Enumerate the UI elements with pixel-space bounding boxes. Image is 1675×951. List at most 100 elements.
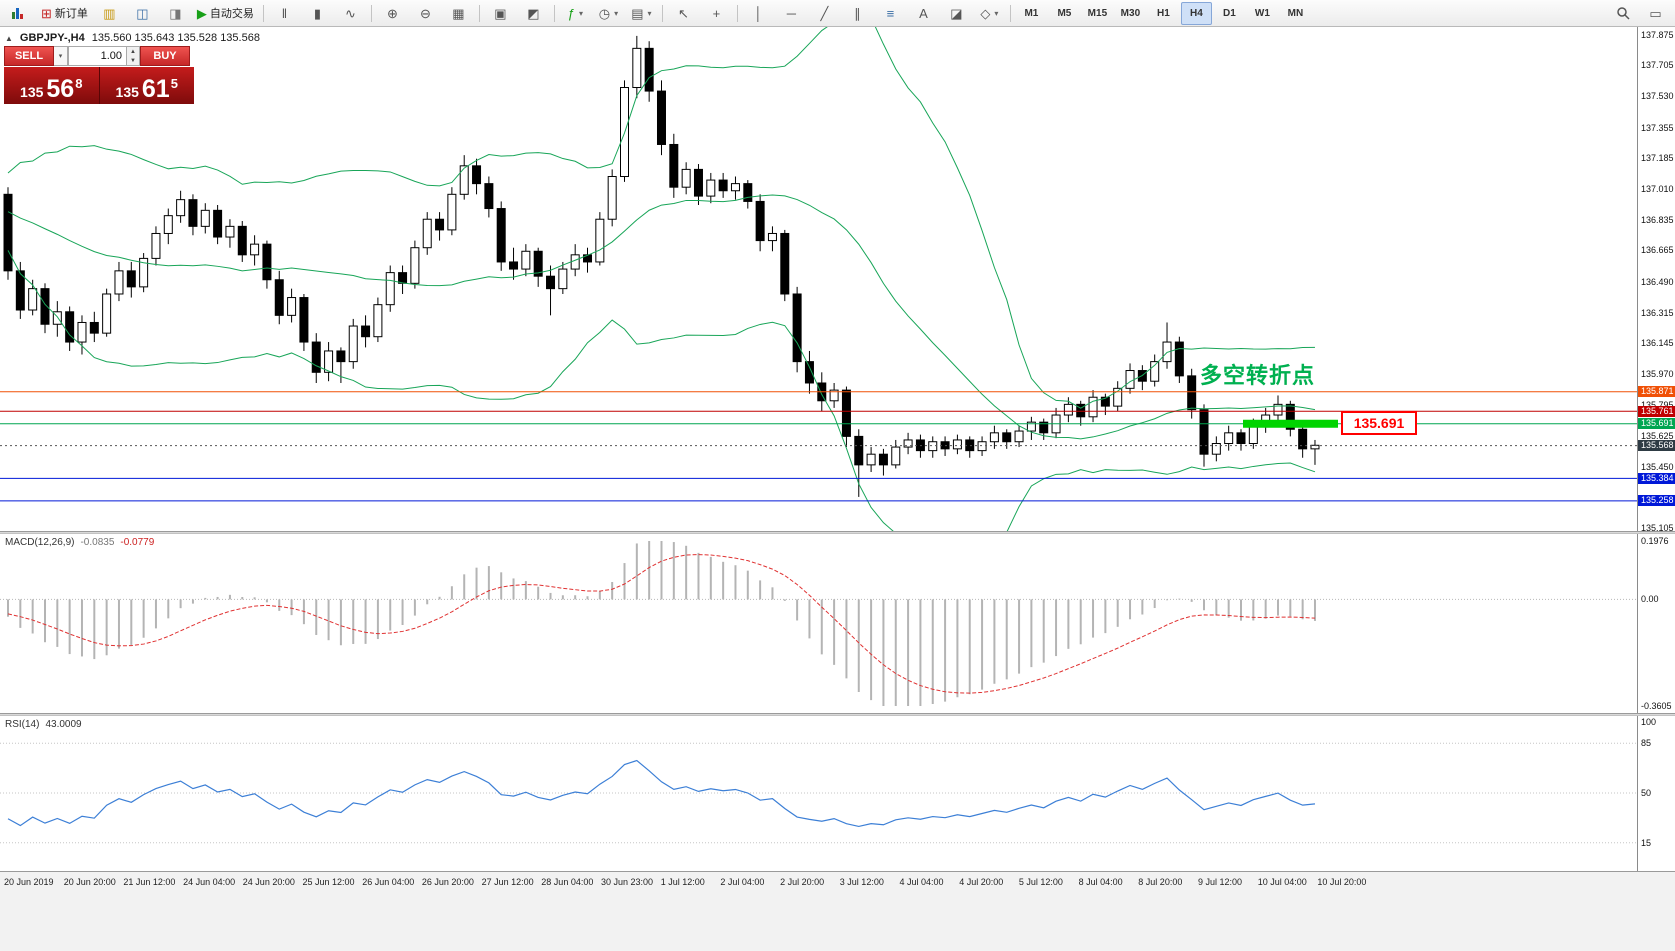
time-axis-label: 24 Jun 04:00: [183, 877, 236, 887]
buy-button[interactable]: BUY: [140, 46, 190, 66]
bollinger-upper-band[interactable]: [7, 27, 1315, 409]
turning-point-marker[interactable]: [1243, 419, 1338, 428]
time-axis-label: 1 Jul 12:00: [660, 877, 705, 887]
templates-icon: ▤: [631, 5, 644, 21]
candle-body: [878, 453, 888, 466]
candle-body: [829, 389, 839, 402]
toolbar-separator: [262, 4, 264, 22]
timeframe-label: D1: [1223, 7, 1236, 19]
fibonacci-button[interactable]: ≡: [875, 2, 906, 25]
panel-splitter[interactable]: [0, 713, 1675, 716]
candlestick-chart-icon: ▮: [313, 5, 321, 21]
timeframe-m1-button[interactable]: M1: [1016, 2, 1047, 25]
timeframe-h1-button[interactable]: H1: [1148, 2, 1179, 25]
zoom-in-button[interactable]: ⊕: [377, 2, 408, 25]
channel-icon: ∥: [854, 5, 861, 21]
shapes-icon: ◇: [980, 5, 991, 21]
candle-body: [755, 200, 765, 242]
new-order-button[interactable]: ⊞ 新订单: [37, 2, 92, 25]
candlestick-chart-button[interactable]: ▮: [302, 2, 333, 25]
volume-stepper[interactable]: ▲ ▼: [127, 46, 140, 66]
sell-price-base: 135: [20, 83, 44, 100]
volume-input[interactable]: 1.00: [68, 46, 127, 66]
vertical-line-button[interactable]: │: [743, 2, 774, 25]
macd-panel[interactable]: MACD(12,26,9) -0.0835 -0.0779: [0, 534, 1637, 713]
panel-toggle-icon[interactable]: ▲: [5, 33, 13, 43]
tile-windows-icon: ▦: [452, 5, 465, 21]
candlestick-chart[interactable]: [0, 27, 1637, 531]
timeframe-m30-button[interactable]: M30: [1115, 2, 1146, 25]
text-icon: A: [919, 5, 928, 21]
price-scale-tick: 137.355: [1641, 122, 1674, 133]
candle-body: [484, 183, 494, 210]
price-scale-tick: 136.145: [1641, 337, 1674, 348]
time-axis-label: 30 Jun 23:00: [601, 877, 654, 887]
horizontal-line-button[interactable]: ─: [776, 2, 807, 25]
symbol-label: GBPJPY-,H4: [19, 32, 85, 44]
candle-body: [1248, 425, 1258, 445]
stepper-down-icon[interactable]: ▼: [130, 57, 136, 64]
price-scale-tick: 135.970: [1641, 369, 1674, 380]
timeframe-w1-button[interactable]: W1: [1247, 2, 1278, 25]
search-button[interactable]: [1607, 2, 1638, 25]
time-axis-label: 21 Jun 12:00: [123, 877, 176, 887]
charts-button[interactable]: ▥: [94, 2, 125, 25]
volume-dropdown-icon[interactable]: ▾: [54, 46, 68, 66]
new-order-button-label: 新订单: [54, 8, 88, 20]
sell-price-display[interactable]: 135 56 8: [4, 67, 99, 104]
timeframe-h4-button[interactable]: H4: [1180, 1, 1212, 25]
candle-body: [65, 311, 75, 343]
timeframe-m5-button[interactable]: M5: [1049, 2, 1080, 25]
sell-button[interactable]: SELL: [4, 46, 54, 66]
price-tag: 135.871: [1638, 386, 1675, 398]
auto-arrange-button[interactable]: ▣: [485, 2, 516, 25]
macd-chart: [0, 541, 1637, 706]
text-button[interactable]: A: [908, 2, 939, 25]
profiles-button[interactable]: ◫: [127, 2, 158, 25]
bollinger-lower-band[interactable]: [7, 250, 1316, 531]
timeframe-d1-button[interactable]: D1: [1214, 2, 1245, 25]
time-axis[interactable]: 20 Jun 2019 20 Jun 20:00 21 Jun 12:00 24 Ju…: [0, 871, 1675, 951]
time-axis-label: 2 Jul 04:00: [720, 877, 765, 887]
macd-name: MACD(12,26,9): [5, 537, 75, 548]
stepper-up-icon[interactable]: ▲: [130, 48, 136, 55]
chart-area[interactable]: ▲ GBPJPY-,H4 135.560 135.643 135.528 135…: [0, 27, 1637, 531]
tile-windows-button[interactable]: ▦: [443, 2, 474, 25]
candle-body: [311, 341, 321, 373]
templates-button[interactable]: ▤: [626, 2, 657, 25]
zoom-out-button[interactable]: ⊖: [410, 2, 441, 25]
toolbar-separator: [478, 4, 480, 22]
shapes-button[interactable]: ◇: [974, 2, 1005, 25]
price-scale[interactable]: 137.875 137.705 137.530 137.355 137.185 137.0…: [1637, 27, 1675, 871]
auto-trading-button[interactable]: ▶ 自动交易: [193, 2, 258, 25]
text-label-button[interactable]: ◪: [941, 2, 972, 25]
candle-body: [114, 270, 124, 295]
candle-body: [89, 321, 99, 334]
candle-body: [546, 275, 556, 290]
trendline-button[interactable]: ╱: [809, 2, 840, 25]
cascade-button[interactable]: ◩: [518, 2, 549, 25]
time-axis-label: 25 Jun 12:00: [302, 877, 355, 887]
panel-splitter[interactable]: [0, 531, 1675, 534]
periods-button[interactable]: ◷: [593, 2, 624, 25]
new-window-button[interactable]: ▭: [1640, 2, 1671, 25]
candle-body: [706, 179, 716, 197]
price-scale-tick: 135.625: [1641, 430, 1674, 441]
indicators-button[interactable]: ƒ: [560, 2, 591, 25]
cursor-button[interactable]: ↖: [668, 2, 699, 25]
time-axis-label: 10 Jul 20:00: [1317, 877, 1367, 887]
rsi-panel[interactable]: RSI(14) 43.0009: [0, 716, 1637, 871]
timeframe-label: H4: [1190, 7, 1203, 19]
buy-price-display[interactable]: 135 61 5: [98, 67, 194, 104]
channel-button[interactable]: ∥: [842, 2, 873, 25]
candle-body: [669, 143, 679, 188]
line-chart-button[interactable]: ∿: [335, 2, 366, 25]
timeframe-m15-button[interactable]: M15: [1082, 2, 1113, 25]
bollinger-middle-band[interactable]: [7, 194, 1316, 440]
price-scale-tick: 136.665: [1641, 245, 1674, 256]
timeframe-mn-button[interactable]: MN: [1280, 2, 1311, 25]
alerts-button[interactable]: ◨: [160, 2, 191, 25]
crosshair-button[interactable]: +: [701, 2, 732, 25]
bar-chart-button[interactable]: ‖: [269, 2, 300, 25]
candle-body: [52, 311, 62, 325]
